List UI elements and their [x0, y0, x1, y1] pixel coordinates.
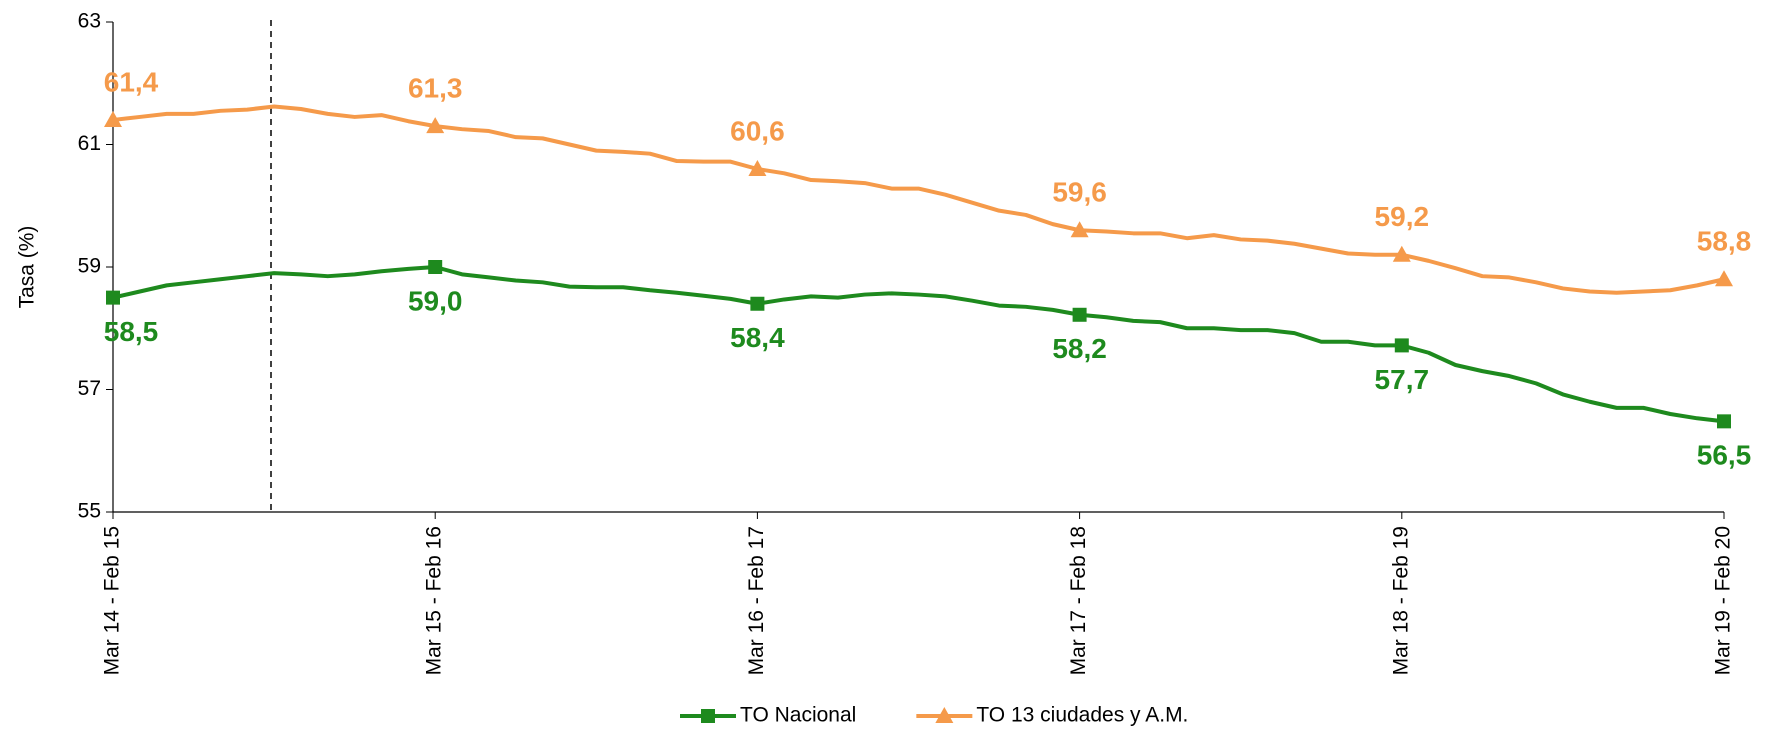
- series-marker: [1394, 338, 1409, 353]
- x-tick-label: Mar 19 - Feb 20: [1712, 526, 1735, 675]
- legend-marker: [701, 709, 715, 723]
- y-tick-label: 63: [78, 10, 101, 33]
- data-label: 58,8: [1697, 226, 1752, 257]
- series-marker: [1715, 270, 1733, 287]
- x-tick-label: Mar 16 - Feb 17: [745, 526, 768, 675]
- series-marker: [750, 296, 765, 311]
- data-label: 58,4: [730, 322, 785, 353]
- data-label: 59,6: [1052, 177, 1107, 208]
- series-marker: [1070, 221, 1089, 238]
- data-label: 59,0: [408, 285, 463, 316]
- x-tick-label: Mar 18 - Feb 19: [1389, 526, 1412, 675]
- x-tick-label: Mar 15 - Feb 16: [423, 526, 446, 675]
- data-label: 58,5: [104, 316, 159, 347]
- series-marker: [1717, 414, 1731, 429]
- series-marker: [426, 117, 445, 134]
- x-tick-label: Mar 17 - Feb 18: [1067, 526, 1090, 675]
- data-label: 58,2: [1052, 333, 1107, 364]
- series-marker: [106, 290, 120, 305]
- data-label: 61,3: [408, 73, 463, 104]
- legend-marker: [935, 707, 954, 723]
- legend-label: TO Nacional: [740, 704, 856, 727]
- series-line: [112, 104, 1725, 295]
- series-marker: [748, 160, 767, 176]
- data-label: 57,7: [1375, 364, 1430, 395]
- y-tick-label: 59: [78, 255, 101, 278]
- series-line: [112, 265, 1725, 424]
- data-label: 61,4: [104, 66, 159, 97]
- x-tick-label: Mar 14 - Feb 15: [101, 526, 124, 675]
- data-label: 60,6: [730, 115, 785, 146]
- y-axis-label: Tasa (%): [16, 226, 39, 309]
- y-tick-label: 61: [78, 132, 101, 155]
- data-label: 56,5: [1697, 440, 1752, 471]
- y-tick-label: 55: [78, 500, 101, 523]
- y-tick-label: 57: [78, 377, 101, 400]
- legend-label: TO 13 ciudades y A.M.: [976, 704, 1188, 727]
- series-marker: [104, 111, 122, 127]
- series-marker: [428, 260, 443, 274]
- series-marker: [1392, 245, 1411, 262]
- series-marker: [1072, 307, 1087, 322]
- data-label: 59,2: [1375, 201, 1430, 232]
